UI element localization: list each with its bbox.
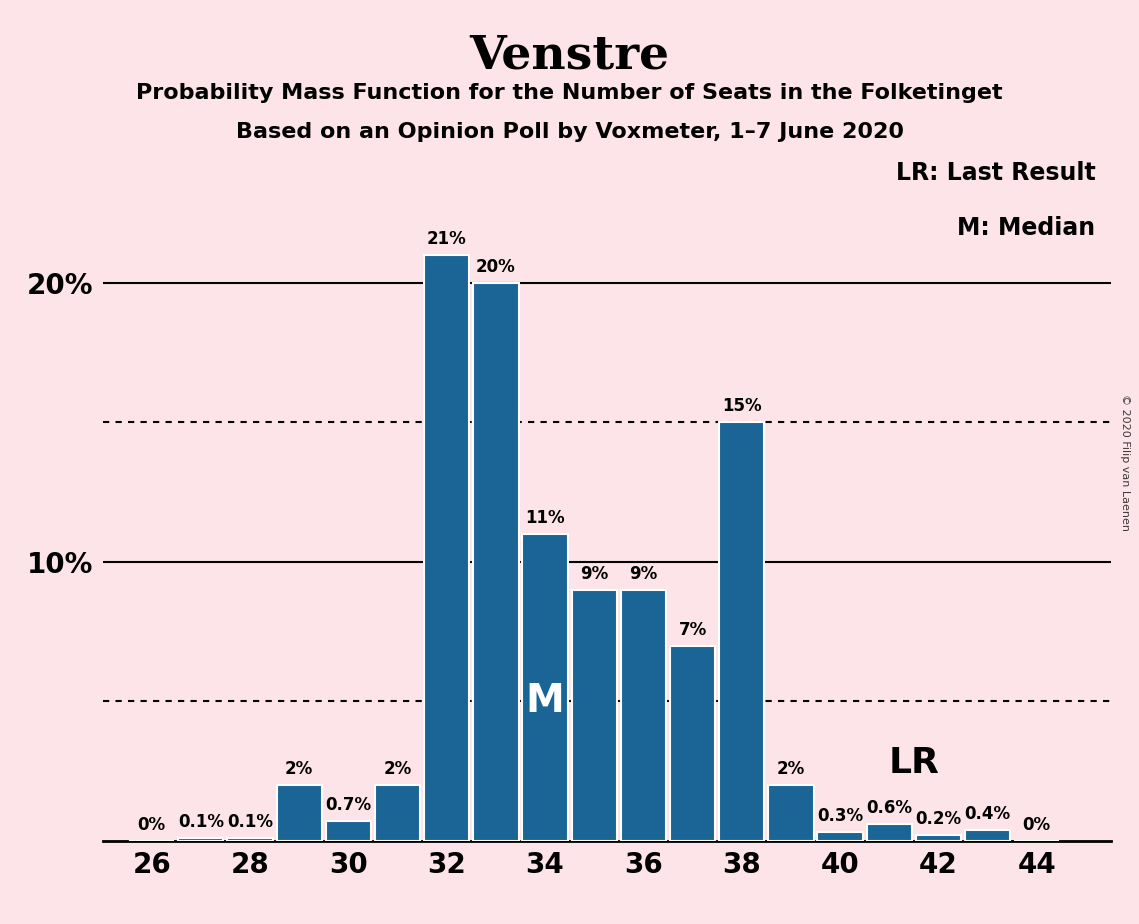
Text: 0.4%: 0.4% — [965, 805, 1010, 822]
Bar — [867, 824, 912, 841]
Bar — [572, 590, 617, 841]
Text: 15%: 15% — [722, 397, 762, 415]
Text: 0%: 0% — [1023, 816, 1051, 833]
Text: 20%: 20% — [476, 258, 516, 275]
Text: M: M — [526, 682, 565, 721]
Text: 0%: 0% — [138, 816, 166, 833]
Text: 0.1%: 0.1% — [227, 813, 273, 831]
Bar — [965, 830, 1010, 841]
Text: 0.7%: 0.7% — [326, 796, 371, 814]
Text: LR: Last Result: LR: Last Result — [895, 161, 1096, 185]
Text: Based on an Opinion Poll by Voxmeter, 1–7 June 2020: Based on an Opinion Poll by Voxmeter, 1–… — [236, 122, 903, 142]
Text: 2%: 2% — [777, 760, 805, 778]
Bar — [228, 838, 272, 841]
Text: Venstre: Venstre — [469, 32, 670, 79]
Text: Probability Mass Function for the Number of Seats in the Folketinget: Probability Mass Function for the Number… — [137, 83, 1002, 103]
Bar — [769, 785, 813, 841]
Bar — [621, 590, 666, 841]
Bar — [178, 838, 223, 841]
Text: 9%: 9% — [580, 565, 608, 583]
Text: 0.3%: 0.3% — [817, 808, 863, 825]
Bar — [818, 833, 862, 841]
Bar — [474, 283, 518, 841]
Text: 11%: 11% — [525, 509, 565, 527]
Text: M: Median: M: Median — [957, 216, 1096, 240]
Text: LR: LR — [888, 746, 940, 780]
Bar — [523, 534, 567, 841]
Bar — [424, 255, 469, 841]
Bar — [719, 422, 764, 841]
Text: © 2020 Filip van Laenen: © 2020 Filip van Laenen — [1120, 394, 1130, 530]
Text: 2%: 2% — [384, 760, 411, 778]
Text: 21%: 21% — [427, 230, 467, 248]
Text: 7%: 7% — [679, 621, 706, 638]
Bar — [375, 785, 420, 841]
Text: 0.2%: 0.2% — [916, 810, 961, 828]
Text: 9%: 9% — [629, 565, 657, 583]
Bar — [916, 835, 961, 841]
Bar — [277, 785, 322, 841]
Bar — [326, 821, 371, 841]
Text: 2%: 2% — [285, 760, 313, 778]
Text: 0.1%: 0.1% — [178, 813, 224, 831]
Text: 0.6%: 0.6% — [867, 799, 912, 817]
Bar — [670, 646, 715, 841]
